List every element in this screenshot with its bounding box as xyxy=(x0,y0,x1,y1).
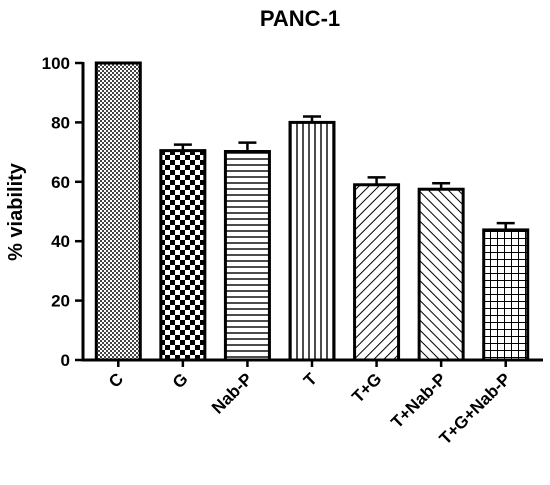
x-tick-label: T xyxy=(300,369,321,390)
bar-c xyxy=(94,61,142,362)
y-tick-label: 60 xyxy=(51,173,70,192)
y-axis-label: % viability xyxy=(5,162,27,261)
bar-t-nab-p xyxy=(417,187,465,362)
y-tick-label: 100 xyxy=(42,54,70,73)
y-tick-label: 0 xyxy=(61,351,70,370)
bar-g xyxy=(159,149,207,362)
x-tick-label: T+G xyxy=(348,369,385,406)
y-tick-label: 80 xyxy=(51,113,70,132)
y-tick-label: 20 xyxy=(51,292,70,311)
bar-t-g xyxy=(353,183,401,362)
y-tick-label: 40 xyxy=(51,232,70,251)
bar-t-g-nab-p xyxy=(482,228,530,362)
bar-nab-p xyxy=(223,150,271,362)
x-tick-label: Nab-P xyxy=(208,369,256,417)
x-tick-label: C xyxy=(105,369,127,391)
bar-t xyxy=(288,120,336,362)
x-tick-label: T+Nab-P xyxy=(387,369,450,432)
x-tick-label: G xyxy=(169,369,192,392)
chart-title: PANC-1 xyxy=(260,6,340,31)
